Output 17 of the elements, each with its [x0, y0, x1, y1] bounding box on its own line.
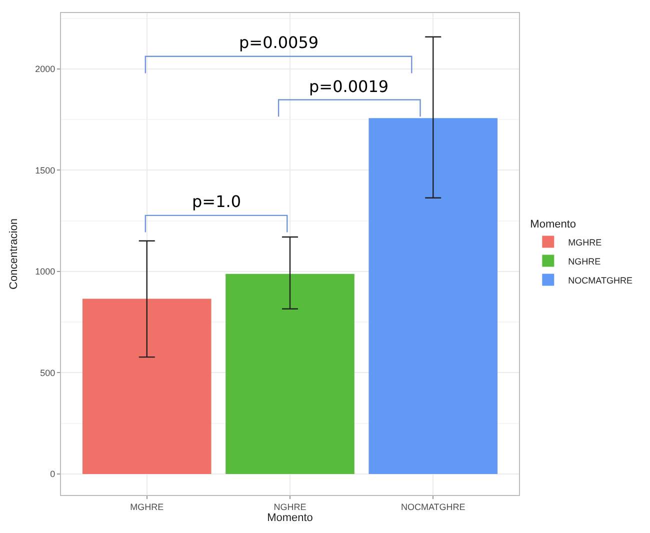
annotation: p=0.0059 [239, 33, 319, 52]
y-tick-label: 2000 [35, 64, 56, 74]
x-tick-label: NOCMATGHRE [400, 502, 466, 512]
y-tick-label: 500 [40, 368, 56, 378]
legend-title: Momento [530, 218, 576, 230]
legend-label: NOCMATGHRE [568, 275, 633, 286]
x-tick-label: NGHRE [274, 502, 306, 512]
annotation: p=1.0 [192, 192, 242, 211]
y-tick-label: 0 [50, 469, 56, 480]
x-axis-title: Momento [267, 512, 313, 524]
y-axis-title: Concentracion [8, 218, 20, 290]
x-tick-label: MGHRE [130, 502, 164, 512]
y-tick-label: 1000 [35, 266, 56, 277]
y-tick-label: 1500 [35, 165, 56, 176]
annotation: p=0.0019 [309, 77, 389, 96]
legend-label: NGHRE [568, 256, 601, 266]
legend-label: MGHRE [568, 237, 602, 248]
